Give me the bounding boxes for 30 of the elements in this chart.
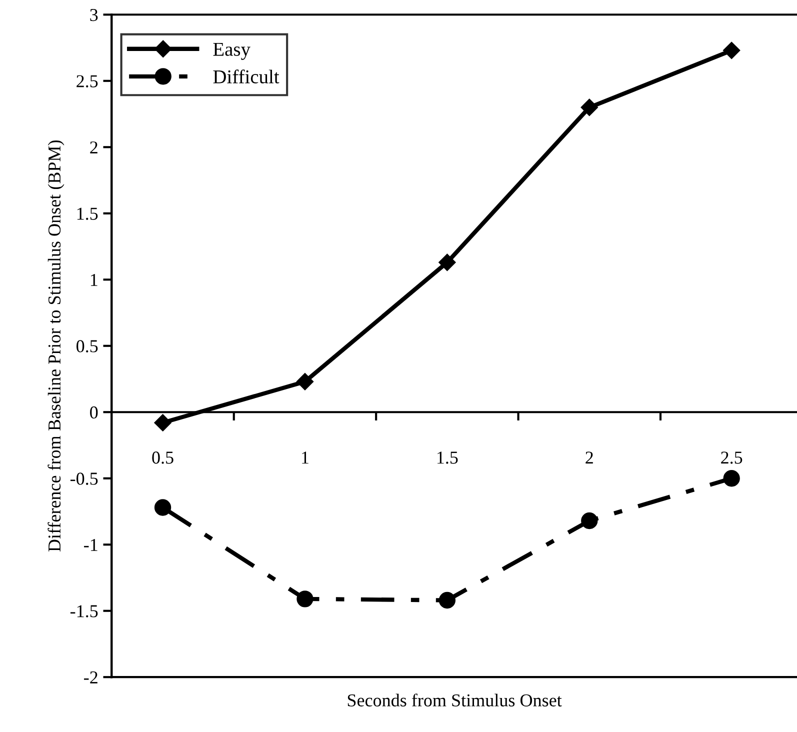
y-tick-label: 0 bbox=[90, 406, 98, 419]
point bbox=[581, 512, 598, 530]
y-tick-label: -1.5 bbox=[70, 605, 98, 618]
point bbox=[296, 373, 314, 390]
point bbox=[438, 254, 456, 271]
legend-label: Easy bbox=[213, 42, 250, 60]
y-tick-label: 0.5 bbox=[76, 340, 98, 352]
point bbox=[580, 98, 598, 116]
y-tick-label: 2 bbox=[90, 141, 98, 154]
point bbox=[154, 499, 172, 516]
y-tick-label: -2 bbox=[84, 671, 98, 684]
point bbox=[438, 592, 456, 609]
x-tick-label: 2 bbox=[586, 452, 593, 464]
point bbox=[154, 414, 172, 432]
x-tick-label: 1 bbox=[302, 452, 308, 464]
y-tick-label: -1 bbox=[84, 538, 98, 551]
y-tick-label: -0.5 bbox=[70, 472, 98, 485]
point bbox=[296, 590, 314, 608]
x-tick-label: 2.5 bbox=[721, 452, 742, 464]
legend-label: Difficult bbox=[213, 70, 280, 84]
y-tick-label: 3 bbox=[90, 8, 98, 22]
y-tick-label: 1.5 bbox=[77, 208, 98, 220]
y-axis-title: Difference from Baseline Prior to Stimulus Onset (BPM) bbox=[48, 140, 64, 552]
y-tick-label: 1 bbox=[90, 274, 98, 286]
point bbox=[723, 470, 740, 487]
x-axis-title: Seconds from Stimulus Onset bbox=[348, 694, 562, 706]
y-tick-label: 2.5 bbox=[76, 75, 98, 88]
point bbox=[723, 42, 740, 59]
x-tick-label: 0.5 bbox=[152, 452, 174, 464]
x-tick-label: 1.5 bbox=[437, 452, 458, 464]
